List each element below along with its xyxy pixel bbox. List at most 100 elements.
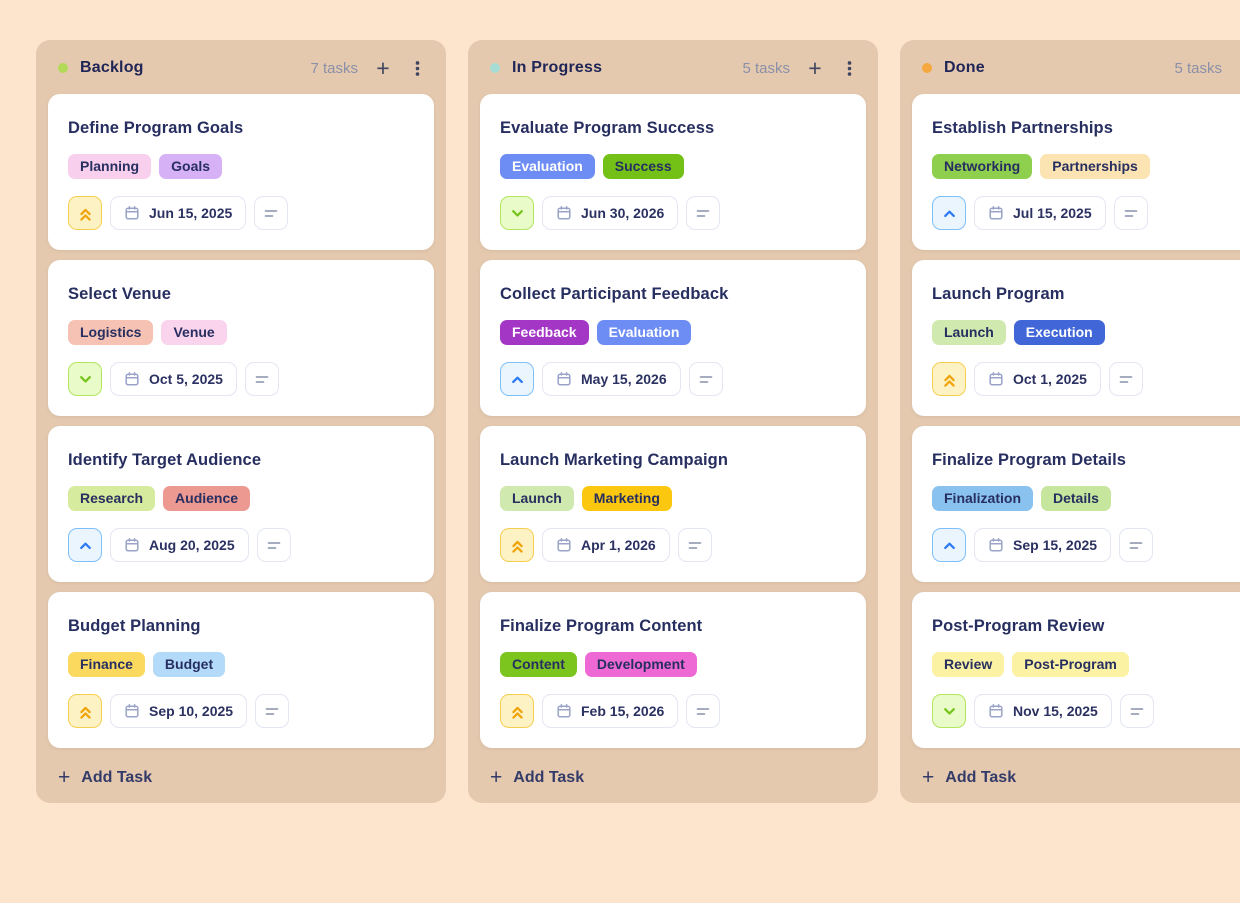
tag-list: Finalization Details [932,486,1240,511]
due-date-label: Sep 15, 2025 [1013,537,1098,553]
tag: Feedback [500,320,589,345]
priority-high-badge[interactable] [500,362,534,396]
description-chip[interactable] [244,362,279,396]
priority-high-badge[interactable] [932,196,966,230]
chevron-up-icon [76,536,95,555]
task-card[interactable]: Identify Target Audience Research Audien… [48,426,434,582]
task-title: Finalize Program Details [932,451,1127,469]
tag: Launch [500,486,574,511]
calendar-icon [556,371,572,387]
priority-high-badge[interactable] [68,528,102,562]
due-date-label: Aug 20, 2025 [149,537,235,553]
add-task-button[interactable]: + Add Task [48,758,162,791]
priority-low-badge[interactable] [500,196,534,230]
task-meta: Aug 20, 2025 [68,528,414,562]
priority-urgent-badge[interactable] [932,362,966,396]
column-task-count: 5 tasks [1174,59,1222,77]
priority-urgent-badge[interactable] [68,694,102,728]
plus-icon: + [490,766,503,789]
task-title: Establish Partnerships [932,119,1114,137]
description-chip[interactable] [677,528,712,562]
tag-list: Launch Marketing [500,486,846,511]
column-in-progress: In Progress 5 tasks + Evaluate Program S… [468,40,878,803]
add-task-header-button[interactable]: + [802,55,828,81]
plus-icon: + [58,766,71,789]
priority-low-badge[interactable] [932,694,966,728]
description-chip[interactable] [1119,528,1154,562]
text-lines-icon [253,370,271,388]
text-lines-icon [262,204,280,222]
task-card[interactable]: Finalize Program Content Content Develop… [480,592,866,748]
task-card[interactable]: Post-Program Review Review Post-Program … [912,592,1240,748]
column-task-count: 5 tasks [742,59,790,77]
due-date-chip[interactable]: Sep 10, 2025 [110,694,248,728]
task-card[interactable]: Evaluate Program Success Evaluation Succ… [480,94,866,250]
description-chip[interactable] [254,196,289,230]
priority-low-badge[interactable] [68,362,102,396]
task-card[interactable]: Select Venue Logistics Venue Oct 5, 2025 [48,260,434,416]
chevrons-up-icon [76,702,95,721]
due-date-chip[interactable]: Feb 15, 2026 [542,694,679,728]
task-title: Finalize Program Content [500,617,703,635]
add-task-header-button[interactable]: + [370,55,396,81]
description-chip[interactable] [1108,362,1143,396]
column-menu-button[interactable] [836,55,862,81]
add-task-button[interactable]: + Add Task [912,758,1026,791]
description-chip[interactable] [686,694,721,728]
description-chip[interactable] [1113,196,1148,230]
add-task-header-button[interactable]: + [1234,55,1240,81]
task-card[interactable]: Launch Marketing Campaign Launch Marketi… [480,426,866,582]
due-date-chip[interactable]: Jul 15, 2025 [974,196,1106,230]
priority-urgent-badge[interactable] [500,694,534,728]
due-date-chip[interactable]: May 15, 2026 [542,362,681,396]
tag-list: Networking Partnerships [932,154,1240,179]
due-date-chip[interactable]: Jun 30, 2026 [542,196,679,230]
calendar-icon [988,703,1004,719]
description-chip[interactable] [688,362,723,396]
add-task-label: Add Task [945,768,1017,786]
tag-list: Logistics Venue [68,320,414,345]
add-task-label: Add Task [81,768,153,786]
task-title: Identify Target Audience [68,451,262,469]
tag: Post-Program [1012,652,1129,677]
tag-list: Evaluation Success [500,154,846,179]
chevrons-up-icon [76,204,95,223]
task-card[interactable]: Budget Planning Finance Budget Sep 10, 2… [48,592,434,748]
due-date-chip[interactable]: Oct 5, 2025 [110,362,237,396]
task-card[interactable]: Define Program Goals Planning Goals Jun … [48,94,434,250]
tag: Development [584,652,697,677]
due-date-chip[interactable]: Aug 20, 2025 [110,528,249,562]
task-meta: Oct 1, 2025 [932,362,1240,396]
tag-list: Launch Execution [932,320,1240,345]
description-chip[interactable] [1119,694,1154,728]
priority-urgent-badge[interactable] [68,196,102,230]
priority-high-badge[interactable] [932,528,966,562]
calendar-icon [988,537,1004,553]
task-card[interactable]: Establish Partnerships Networking Partne… [912,94,1240,250]
tag: Evaluation [596,320,692,345]
due-date-chip[interactable]: Jun 15, 2025 [110,196,247,230]
calendar-icon [988,205,1004,221]
priority-urgent-badge[interactable] [500,528,534,562]
task-meta: Apr 1, 2026 [500,528,846,562]
due-date-chip[interactable]: Sep 15, 2025 [974,528,1112,562]
due-date-label: Jun 30, 2026 [581,205,665,221]
due-date-label: Sep 10, 2025 [149,703,234,719]
chevron-up-icon [508,370,527,389]
description-chip[interactable] [255,694,290,728]
due-date-chip[interactable]: Apr 1, 2026 [542,528,670,562]
description-chip[interactable] [686,196,721,230]
task-meta: Sep 10, 2025 [68,694,414,728]
task-title: Budget Planning [68,617,201,635]
description-chip[interactable] [256,528,291,562]
task-card[interactable]: Collect Participant Feedback Feedback Ev… [480,260,866,416]
tag: Details [1041,486,1111,511]
chevron-up-icon [940,536,959,555]
due-date-chip[interactable]: Oct 1, 2025 [974,362,1101,396]
task-card[interactable]: Finalize Program Details Finalization De… [912,426,1240,582]
due-date-chip[interactable]: Nov 15, 2025 [974,694,1112,728]
add-task-button[interactable]: + Add Task [480,758,594,791]
column-menu-button[interactable] [404,55,430,81]
due-date-label: Nov 15, 2025 [1013,703,1098,719]
task-card[interactable]: Launch Program Launch Execution Oct 1, 2… [912,260,1240,416]
